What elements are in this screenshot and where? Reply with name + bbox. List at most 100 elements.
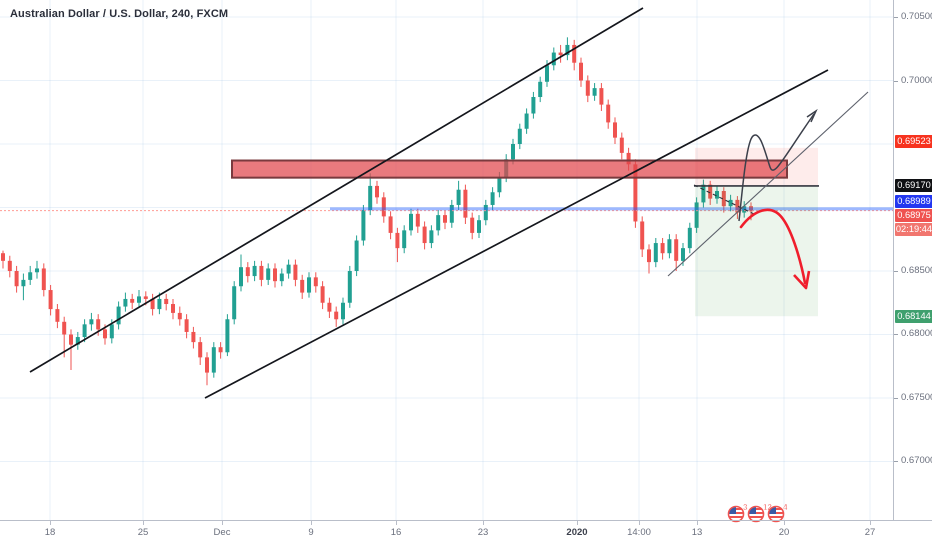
candle-body bbox=[511, 144, 515, 160]
candle-body bbox=[293, 264, 298, 280]
candle bbox=[599, 83, 604, 111]
economic-event-flag-icon[interactable]: 12 bbox=[747, 503, 773, 523]
candle bbox=[198, 337, 203, 365]
candle bbox=[7, 255, 12, 278]
symbol-title: Australian Dollar / U.S. Dollar, 240, FX… bbox=[10, 8, 229, 20]
candle-body bbox=[368, 185, 373, 211]
candle-body bbox=[572, 44, 577, 63]
candle-body bbox=[681, 248, 685, 261]
candle bbox=[368, 173, 373, 216]
candle bbox=[137, 290, 141, 308]
candle bbox=[490, 187, 495, 211]
price-tick-label: 0.67500 bbox=[901, 392, 932, 403]
candle-body bbox=[579, 62, 583, 81]
candle-body bbox=[96, 319, 101, 330]
candle bbox=[307, 272, 311, 298]
candle bbox=[674, 234, 679, 271]
candle bbox=[191, 326, 196, 349]
candle-body bbox=[327, 302, 332, 312]
candle bbox=[300, 274, 305, 299]
candle bbox=[89, 312, 94, 331]
candle-body bbox=[157, 298, 162, 310]
price-tick-mark bbox=[894, 334, 898, 335]
candle bbox=[409, 208, 413, 236]
candle-body bbox=[69, 334, 73, 345]
candle-body bbox=[109, 324, 114, 339]
candle bbox=[354, 235, 359, 277]
candle-body bbox=[606, 104, 611, 123]
time-tick-mark bbox=[50, 521, 51, 525]
candle-body bbox=[252, 265, 257, 277]
candle bbox=[252, 260, 257, 282]
thin-support-trendline[interactable] bbox=[667, 91, 869, 277]
candle-body bbox=[286, 264, 291, 274]
candle-body bbox=[62, 321, 67, 335]
candle-body bbox=[422, 226, 427, 244]
candle bbox=[1, 250, 5, 269]
candle bbox=[429, 225, 434, 249]
channel-upper-trendline[interactable] bbox=[29, 7, 644, 373]
candle bbox=[327, 297, 332, 318]
candle-body bbox=[415, 213, 420, 227]
supply-zone-rectangle[interactable] bbox=[231, 159, 788, 179]
candle bbox=[245, 262, 250, 283]
candle bbox=[232, 281, 237, 325]
candle-body bbox=[313, 277, 318, 287]
bearish-arrowhead-icon bbox=[793, 270, 811, 290]
bearish-curved-arrow[interactable] bbox=[739, 208, 807, 285]
candle bbox=[205, 352, 209, 386]
event-count-badge: 12 bbox=[763, 503, 772, 512]
candle bbox=[585, 75, 590, 103]
candle bbox=[130, 293, 135, 310]
candle bbox=[239, 254, 243, 292]
candle bbox=[728, 194, 733, 212]
candle-body bbox=[585, 80, 590, 96]
candle-body bbox=[592, 88, 597, 96]
candle-body bbox=[531, 97, 536, 114]
candle-body bbox=[667, 239, 672, 254]
candle bbox=[708, 180, 713, 205]
candle-body bbox=[48, 290, 53, 310]
candle-body bbox=[647, 249, 651, 263]
candle bbox=[266, 263, 271, 285]
candle bbox=[28, 265, 33, 285]
channel-lower-trendline[interactable] bbox=[204, 69, 829, 399]
candle bbox=[259, 260, 264, 287]
countdown-label: 02:19:44 bbox=[895, 223, 932, 236]
candle bbox=[402, 225, 407, 254]
time-tick-label: Dec bbox=[213, 527, 231, 538]
candle-body bbox=[21, 279, 26, 287]
candle-body bbox=[7, 260, 12, 271]
candle-body bbox=[55, 309, 60, 322]
candle bbox=[171, 298, 175, 320]
time-scale[interactable]: 18 25 Dec 9 16 23 2020 14:00 13 20 27 bbox=[0, 520, 932, 550]
candle bbox=[279, 268, 284, 287]
time-tick-mark bbox=[784, 521, 785, 525]
candle-body bbox=[402, 230, 407, 249]
candle-body bbox=[456, 189, 461, 205]
last-price-label: 0.68975 bbox=[895, 209, 932, 222]
candle-body bbox=[225, 319, 230, 353]
candle bbox=[422, 221, 427, 250]
price-tick-label: 0.70500 bbox=[901, 11, 932, 22]
candle bbox=[667, 234, 672, 259]
candle-body bbox=[266, 268, 271, 280]
price-scale[interactable]: 0.70500 0.70000 0.68500 0.68000 0.67500 0.670… bbox=[893, 0, 932, 520]
time-tick-label: 25 bbox=[137, 527, 149, 538]
candle-body bbox=[558, 52, 563, 56]
candle bbox=[164, 293, 169, 311]
candle bbox=[517, 123, 522, 150]
target-zone-rectangle[interactable] bbox=[695, 185, 818, 317]
candle bbox=[347, 265, 352, 308]
candle-body bbox=[361, 210, 366, 241]
candle-body bbox=[35, 268, 39, 273]
time-tick-label: 2020 bbox=[566, 527, 588, 538]
candle-body bbox=[708, 184, 713, 199]
candle-body bbox=[443, 215, 447, 223]
candle-body bbox=[320, 286, 325, 303]
candle bbox=[524, 108, 529, 134]
bullish-squiggle-arrow[interactable] bbox=[738, 113, 815, 222]
candle bbox=[157, 292, 162, 315]
candle-body bbox=[545, 65, 549, 82]
